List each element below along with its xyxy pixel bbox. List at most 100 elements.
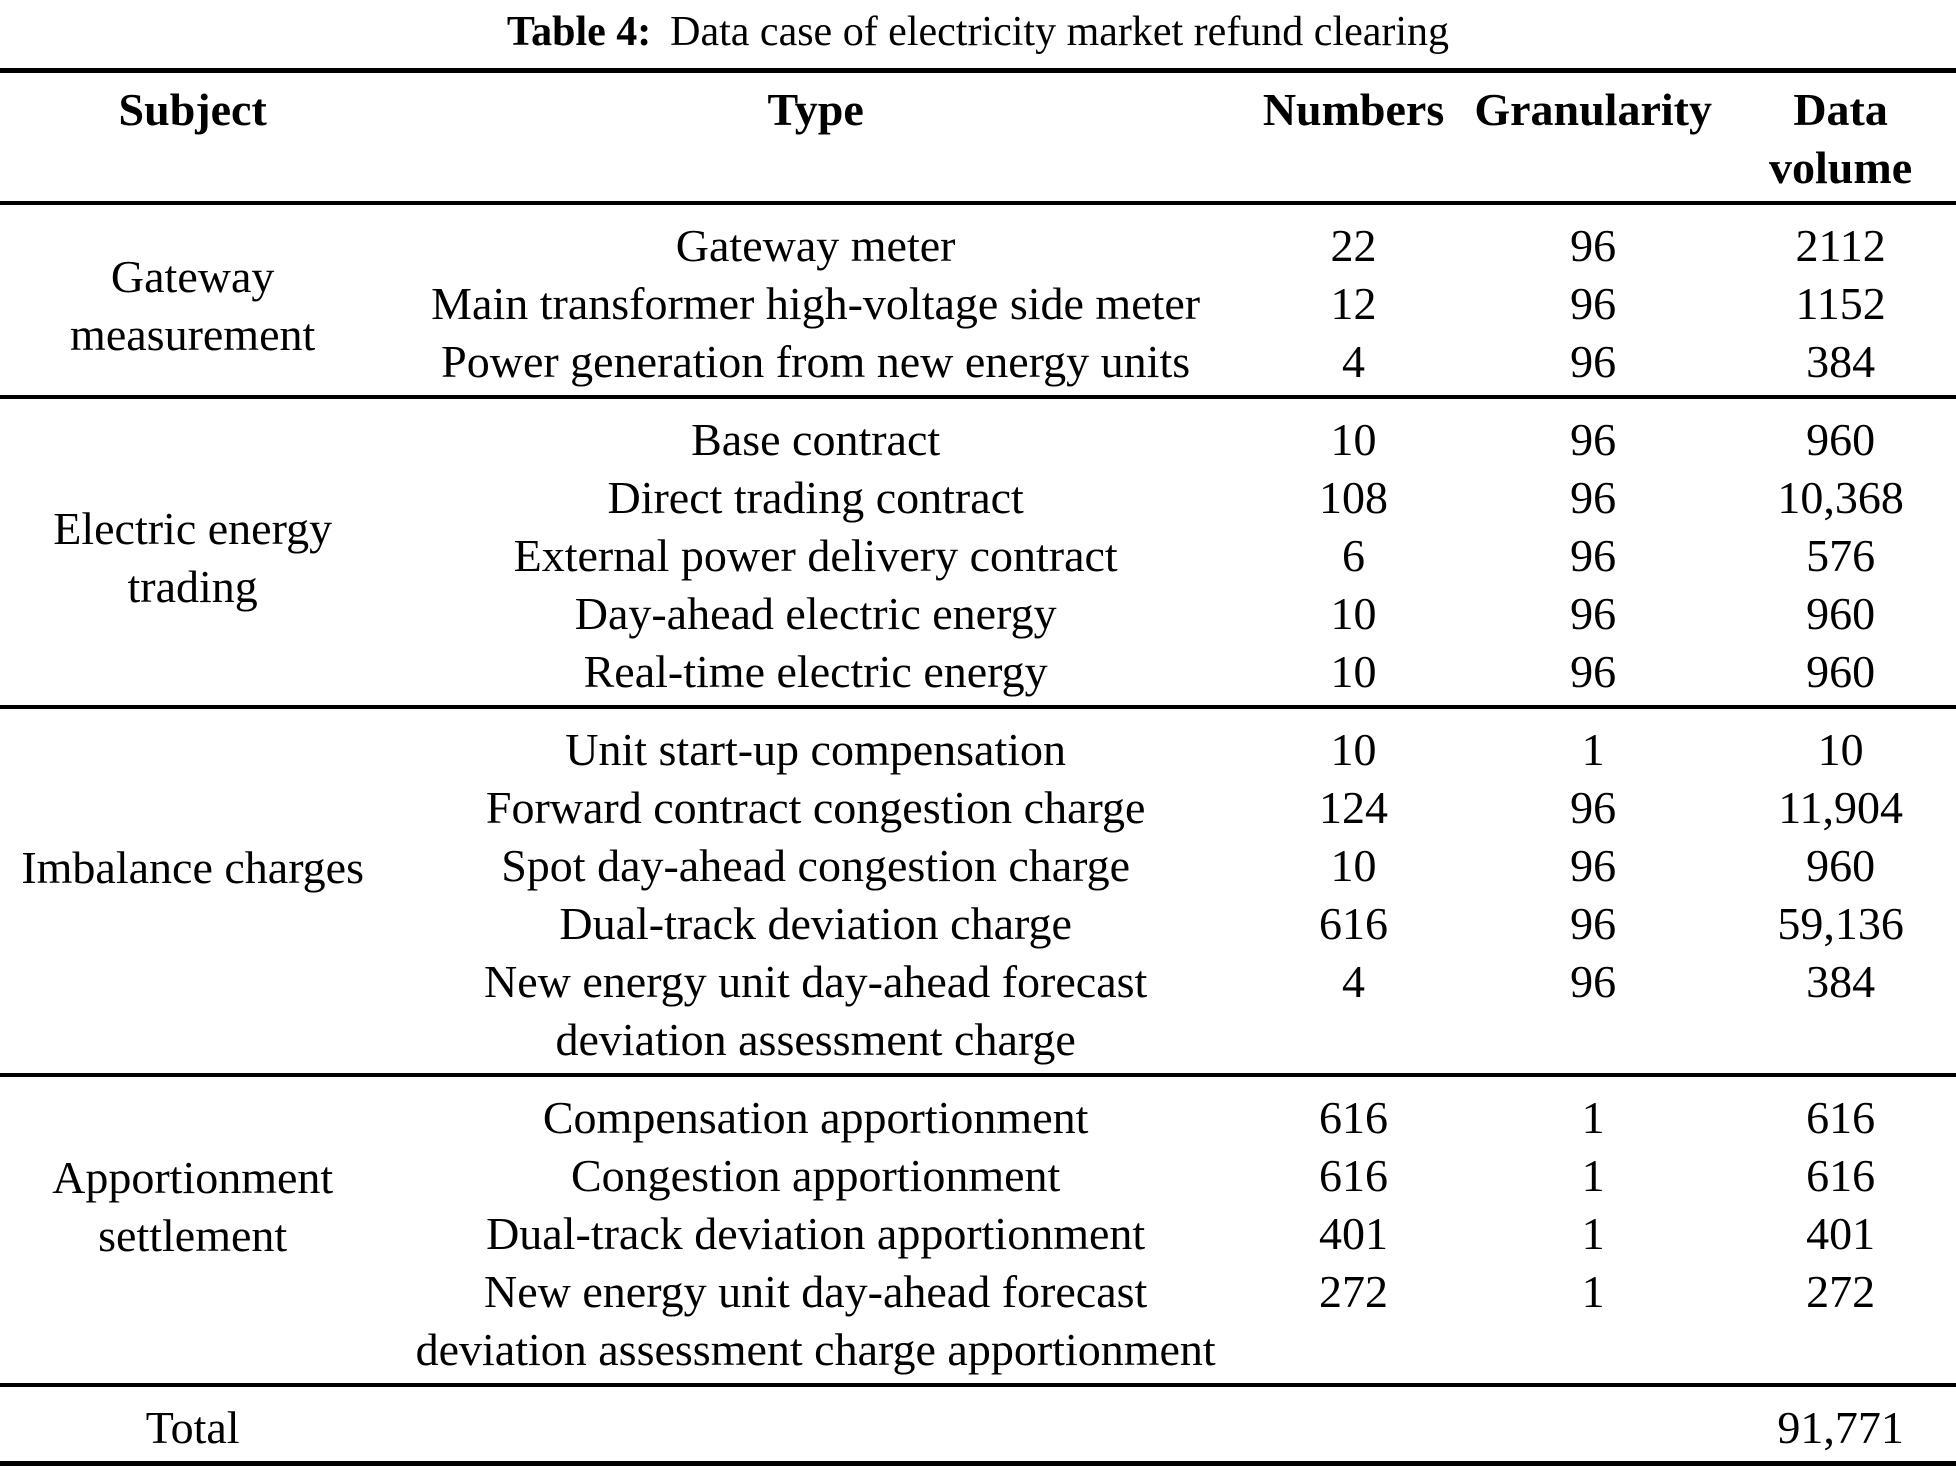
cell-granularity: 1 — [1581, 1092, 1605, 1143]
subject-cell: Gateway measurement — [70, 251, 316, 360]
group-apportionment-settlement: Apportionment settlement Compensation ap… — [0, 1075, 1956, 1385]
cell-granularity: 96 — [1570, 414, 1617, 465]
cell-numbers: 4 — [1342, 336, 1366, 387]
cell-numbers: 12 — [1330, 278, 1377, 329]
cell-numbers: 4 — [1342, 956, 1366, 1007]
cell-data-volume: 576 — [1806, 530, 1876, 581]
cell-data-volume: 616 — [1806, 1150, 1876, 1201]
group-gateway-measurement: Gateway measurement Gateway meter 22 96 … — [0, 203, 1956, 397]
cell-numbers: 10 — [1330, 414, 1377, 465]
cell-numbers: 616 — [1319, 898, 1389, 949]
cell-type: Spot day-ahead congestion charge — [501, 840, 1131, 891]
subject-cell: Imbalance charges — [21, 842, 364, 893]
cell-type: Dual-track deviation charge — [559, 898, 1072, 949]
cell-type: Direct trading contract — [607, 472, 1024, 523]
table-row: Dual-track deviation charge 616 96 59,13… — [0, 895, 1956, 953]
cell-granularity: 96 — [1570, 898, 1617, 949]
subject-cell: Apportionment settlement — [52, 1152, 334, 1261]
table-row: New energy unit day-ahead forecast devia… — [0, 953, 1956, 1075]
cell-data-volume: 10,368 — [1777, 472, 1904, 523]
cell-data-volume: 616 — [1806, 1092, 1876, 1143]
cell-type: Day-ahead electric energy — [574, 588, 1057, 639]
data-table: Subject Type Numbers Granularity Data vo… — [0, 68, 1956, 1466]
table-header: Subject Type Numbers Granularity Data vo… — [0, 71, 1956, 204]
cell-numbers: 10 — [1330, 840, 1377, 891]
table-row: Spot day-ahead congestion charge 10 96 9… — [0, 837, 1956, 895]
cell-data-volume: 384 — [1806, 956, 1876, 1007]
cell-type: Forward contract congestion charge — [485, 782, 1146, 833]
cell-numbers: 272 — [1319, 1266, 1389, 1317]
table-row: Imbalance charges Unit start-up compensa… — [0, 707, 1956, 893]
column-header-subject: Subject — [118, 84, 267, 135]
cell-type: Dual-track deviation apportionment — [486, 1208, 1146, 1259]
cell-granularity: 1 — [1581, 724, 1605, 775]
table-row: New energy unit day-ahead forecast devia… — [0, 1263, 1956, 1385]
cell-data-volume: 960 — [1806, 646, 1876, 697]
cell-type: Real-time electric energy — [583, 646, 1048, 697]
column-header-data-volume: Data volume — [1769, 84, 1913, 193]
table-row: Apportionment settlement Compensation ap… — [0, 1075, 1956, 1261]
cell-granularity: 96 — [1570, 530, 1617, 581]
cell-data-volume: 401 — [1806, 1208, 1876, 1259]
cell-granularity: 96 — [1570, 588, 1617, 639]
table-caption-label: Table 4: — [506, 9, 652, 55]
cell-numbers: 616 — [1319, 1092, 1389, 1143]
cell-granularity: 96 — [1570, 782, 1617, 833]
cell-type: New energy unit day-ahead forecast devia… — [415, 1266, 1216, 1375]
cell-data-volume: 11,904 — [1778, 782, 1903, 833]
total-granularity-empty — [1461, 1385, 1725, 1464]
cell-granularity: 96 — [1570, 472, 1617, 523]
table-row: Dual-track deviation apportionment 401 1… — [0, 1205, 1956, 1263]
cell-type: Main transformer high-voltage side meter — [431, 278, 1201, 329]
subject-cell: Electric energy trading — [53, 503, 333, 612]
total-type-empty — [385, 1385, 1246, 1464]
cell-type: Power generation from new energy units — [441, 336, 1191, 387]
cell-data-volume: 384 — [1806, 336, 1876, 387]
table-row: External power delivery contract 6 96 57… — [0, 527, 1956, 585]
header-row: Subject Type Numbers Granularity Data vo… — [0, 71, 1956, 204]
table-row: Day-ahead electric energy 10 96 960 — [0, 585, 1956, 643]
cell-granularity: 96 — [1570, 956, 1617, 1007]
total-label: Total — [145, 1402, 240, 1453]
cell-granularity: 96 — [1570, 220, 1617, 271]
table-row: Main transformer high-voltage side meter… — [0, 275, 1956, 333]
table-row: Power generation from new energy units 4… — [0, 333, 1956, 397]
cell-type: New energy unit day-ahead forecast devia… — [484, 956, 1148, 1065]
table-row: Electric energy trading Base contract 10… — [0, 397, 1956, 612]
cell-granularity: 96 — [1570, 336, 1617, 387]
cell-numbers: 10 — [1330, 724, 1377, 775]
cell-type: External power delivery contract — [513, 530, 1118, 581]
cell-granularity: 96 — [1570, 646, 1617, 697]
table-row: Forward contract congestion charge 124 9… — [0, 779, 1956, 837]
cell-data-volume: 2112 — [1795, 220, 1886, 271]
cell-data-volume: 960 — [1806, 414, 1876, 465]
total-row: Total 91,771 — [0, 1385, 1956, 1464]
cell-type: Compensation apportionment — [542, 1092, 1089, 1143]
column-header-type: Type — [767, 84, 864, 135]
column-header-numbers: Numbers — [1262, 84, 1445, 135]
cell-type: Congestion apportionment — [570, 1150, 1061, 1201]
total-section: Total 91,771 — [0, 1385, 1956, 1464]
table-row: Real-time electric energy 10 96 960 — [0, 643, 1956, 707]
total-numbers-empty — [1246, 1385, 1461, 1464]
cell-numbers: 22 — [1330, 220, 1377, 271]
table-caption: Table 4: Data case of electricity market … — [0, 0, 1956, 68]
column-header-granularity: Granularity — [1474, 84, 1712, 135]
table-row: Direct trading contract 108 96 10,368 — [0, 469, 1956, 527]
cell-type: Base contract — [691, 414, 941, 465]
group-imbalance-charges: Imbalance charges Unit start-up compensa… — [0, 707, 1956, 1075]
total-value: 91,771 — [1777, 1402, 1904, 1453]
cell-granularity: 1 — [1581, 1150, 1605, 1201]
cell-numbers: 6 — [1342, 530, 1366, 581]
cell-data-volume: 272 — [1806, 1266, 1876, 1317]
cell-data-volume: 960 — [1806, 588, 1876, 639]
table-row: Gateway measurement Gateway meter 22 96 … — [0, 203, 1956, 360]
cell-numbers: 108 — [1319, 472, 1389, 523]
cell-data-volume: 1152 — [1795, 278, 1886, 329]
cell-type: Gateway meter — [675, 220, 956, 271]
cell-granularity: 96 — [1570, 278, 1617, 329]
cell-granularity: 1 — [1581, 1266, 1605, 1317]
cell-numbers: 401 — [1319, 1208, 1389, 1259]
cell-granularity: 96 — [1570, 840, 1617, 891]
